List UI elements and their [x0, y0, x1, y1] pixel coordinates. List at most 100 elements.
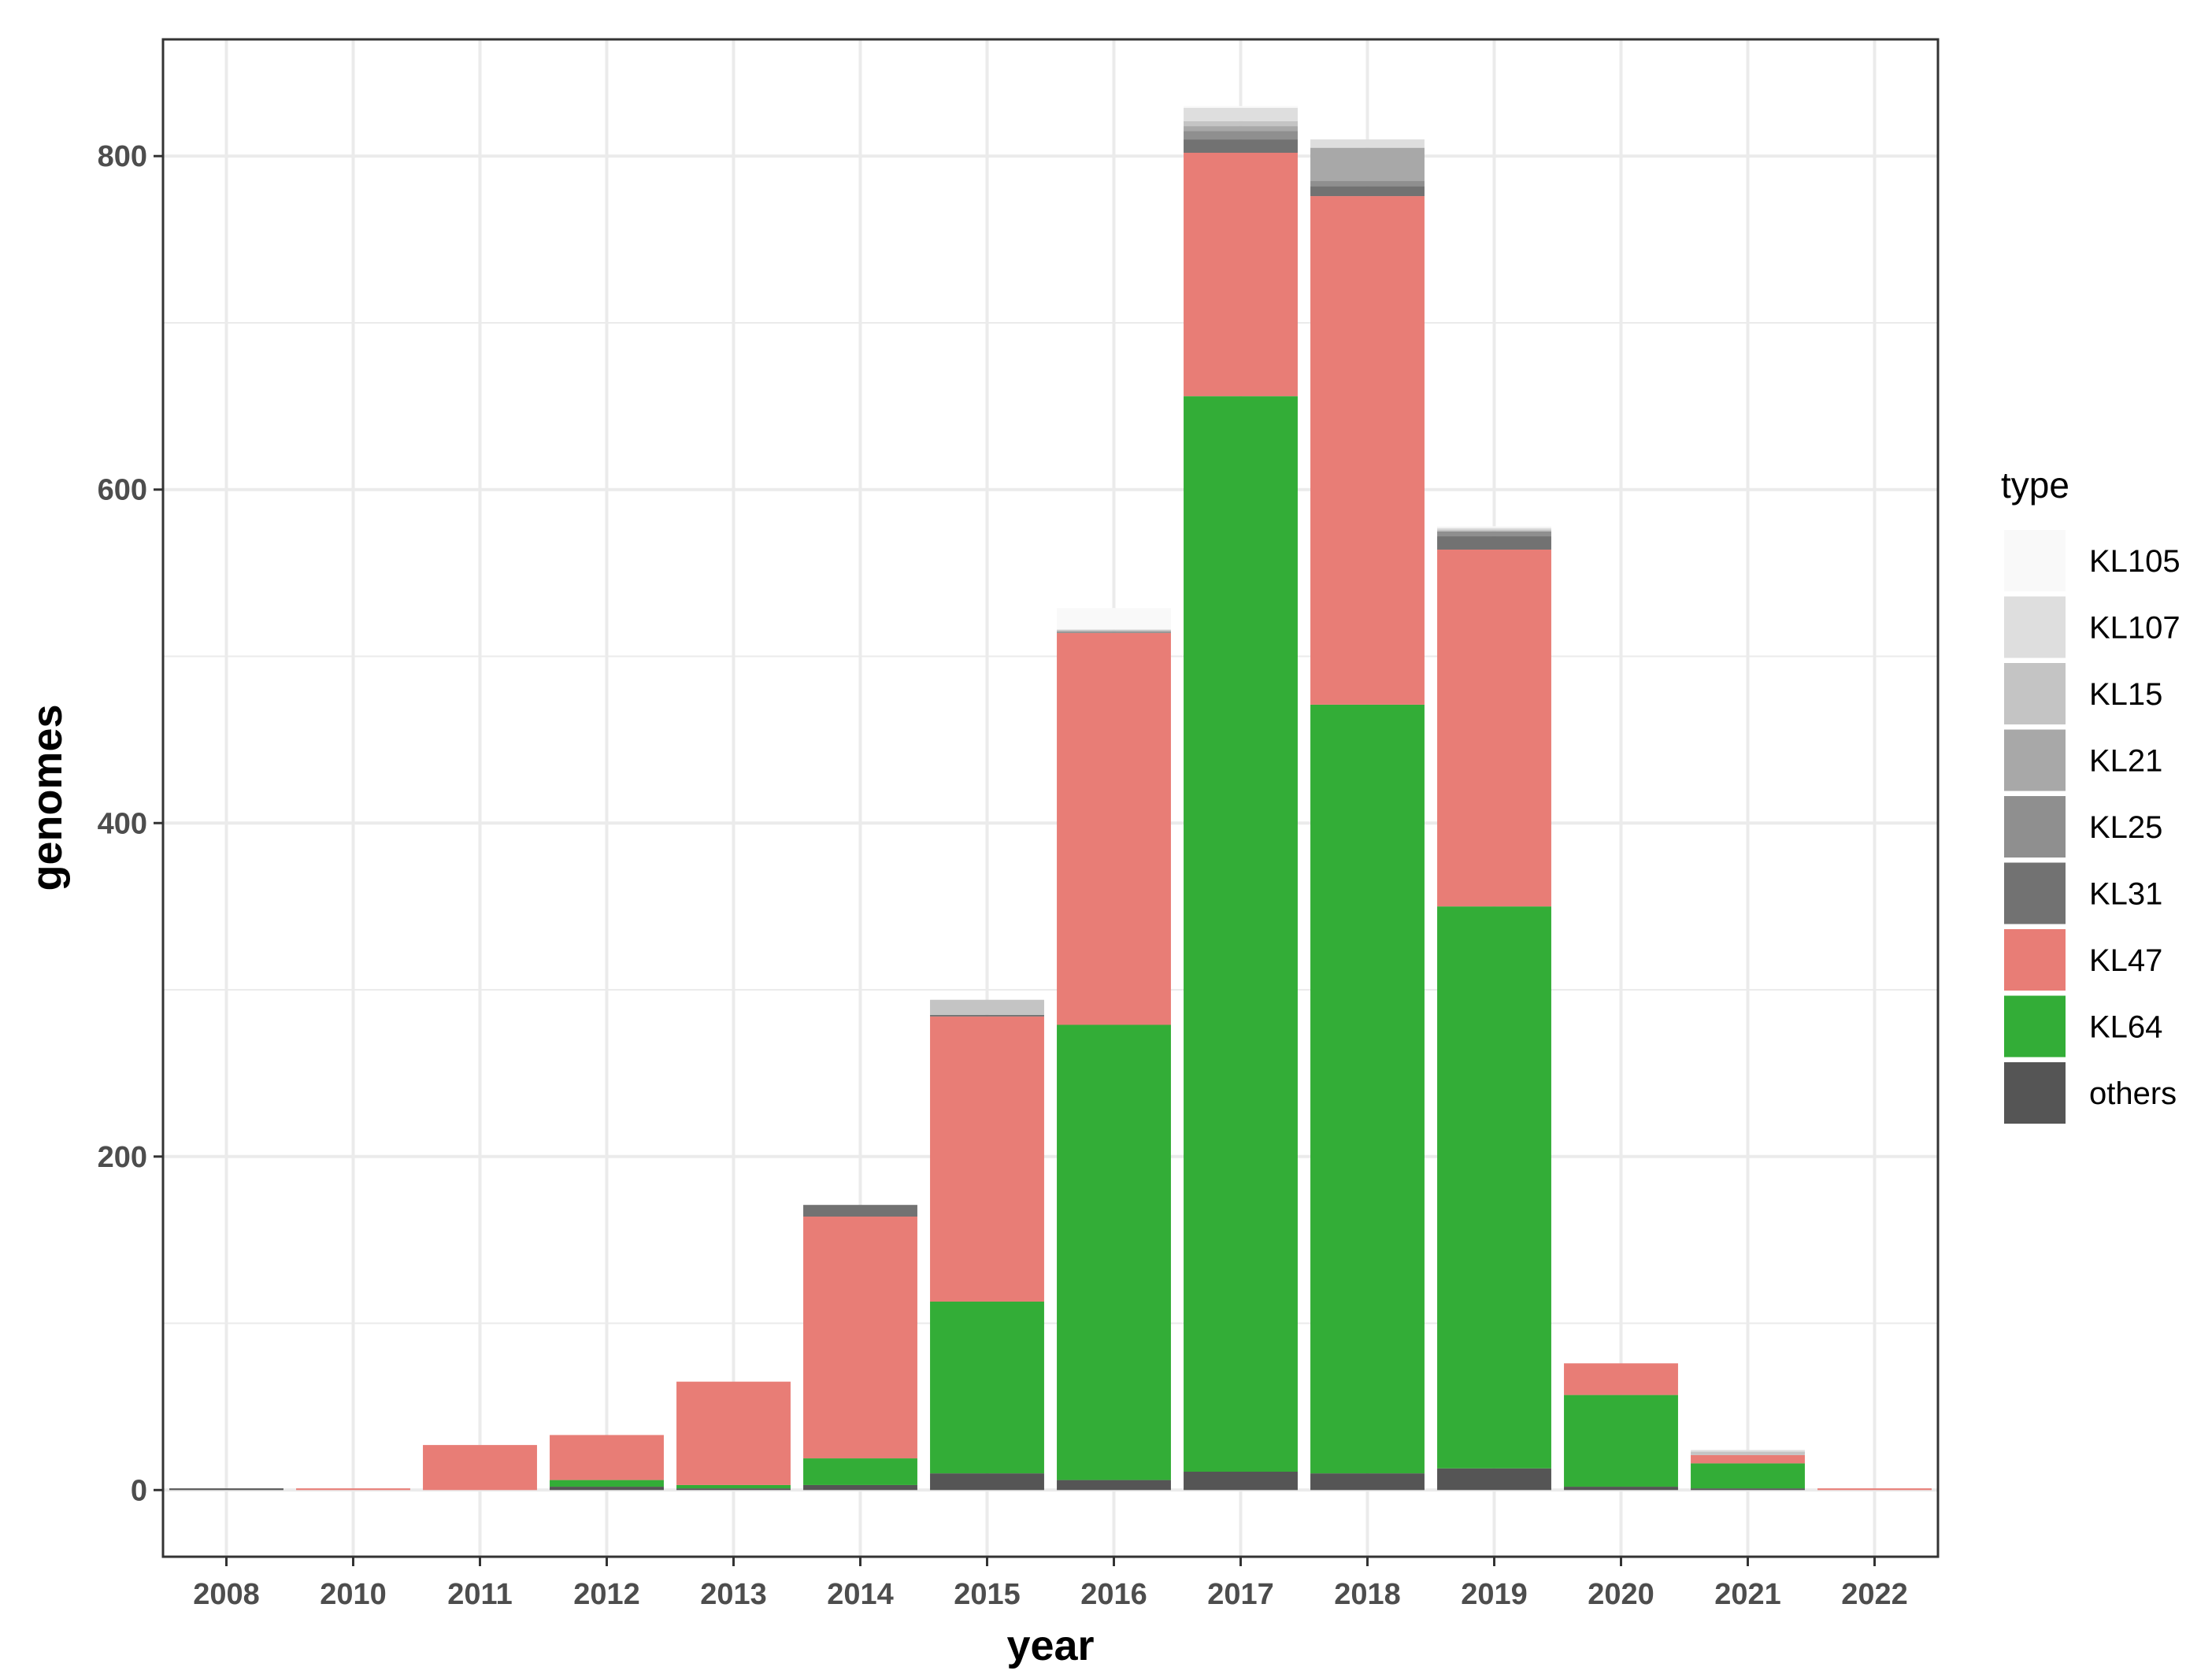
bar-kl15-2017	[1184, 120, 1298, 127]
bar-kl107-2019	[1437, 528, 1551, 530]
y-tick-label: 400	[98, 807, 147, 840]
bar-kl31-2019	[1437, 536, 1551, 550]
legend-key-kl64	[2004, 995, 2066, 1058]
bar-kl47-2015	[930, 1016, 1044, 1302]
bar-kl15-2016	[1057, 629, 1171, 632]
legend-key-others	[2004, 1062, 2066, 1124]
x-tick-label: 2020	[1588, 1578, 1654, 1611]
x-tick-label: 2016	[1080, 1578, 1147, 1611]
bar-kl107-2018	[1310, 139, 1425, 148]
legend-label-kl107: KL107	[2089, 611, 2181, 646]
x-tick-label: 2017	[1207, 1578, 1274, 1611]
legend: type KL105 KL107 KL15 KL21 KL25 KL31 KL47 KL64 o…	[2001, 465, 2181, 1124]
bar-others-2018	[1310, 1473, 1425, 1491]
x-tick-label: 2010	[320, 1578, 387, 1611]
bar-others-2017	[1184, 1472, 1298, 1491]
legend-label-kl105: KL105	[2089, 544, 2181, 579]
bar-kl47-2018	[1310, 196, 1425, 705]
y-tick-label: 600	[98, 474, 147, 507]
x-tick-label: 2018	[1334, 1578, 1401, 1611]
bar-kl47-2021	[1691, 1454, 1805, 1464]
plot-border	[161, 38, 1940, 1558]
bar-kl64-2015	[930, 1302, 1044, 1474]
y-tick-label: 800	[98, 140, 147, 173]
bar-kl21-2018	[1310, 147, 1425, 181]
legend-label-kl21: KL21	[2089, 744, 2162, 779]
x-tick-label: 2015	[954, 1578, 1021, 1611]
bar-others-2012	[550, 1487, 664, 1491]
bar-kl107-2017	[1184, 107, 1298, 121]
legend-key-kl15	[2004, 663, 2066, 724]
legend-title: type	[2001, 465, 2069, 506]
bar-others-2019	[1437, 1468, 1551, 1491]
x-tick-label: 2008	[193, 1578, 260, 1611]
bar-kl64-2017	[1184, 396, 1298, 1472]
bar-others-2020	[1564, 1487, 1678, 1491]
bar-kl64-2014	[803, 1458, 917, 1485]
bars	[169, 106, 1932, 1491]
bar-kl107-2021	[1691, 1450, 1805, 1452]
y-axis: 0 200 400 600 800	[98, 140, 163, 1507]
x-axis: 2008 2010 2011 2012 2013 2014 2015 2016 2017 2018…	[193, 1557, 1908, 1611]
bar-kl31-2018	[1310, 186, 1425, 197]
x-tick-label: 2022	[1841, 1578, 1908, 1611]
bar-kl31-2015	[930, 1014, 1044, 1017]
x-tick-label: 2014	[827, 1578, 894, 1611]
x-axis-title: year	[1006, 1622, 1094, 1669]
bar-others-2015	[930, 1473, 1044, 1491]
legend-label-others: others	[2089, 1076, 2177, 1111]
legend-key-kl47	[2004, 929, 2066, 991]
bar-kl64-2021	[1691, 1463, 1805, 1489]
x-tick-label: 2019	[1461, 1578, 1528, 1611]
bar-kl64-2020	[1564, 1395, 1678, 1487]
x-tick-label: 2021	[1714, 1578, 1781, 1611]
legend-label-kl64: KL64	[2089, 1010, 2162, 1045]
legend-key-kl105	[2004, 530, 2066, 591]
bar-kl64-2016	[1057, 1024, 1171, 1480]
bar-kl15-2019	[1437, 529, 1551, 532]
bar-kl25-2019	[1437, 531, 1551, 537]
bar-kl64-2019	[1437, 906, 1551, 1469]
bar-kl21-2017	[1184, 126, 1298, 131]
legend-key-kl31	[2004, 862, 2066, 924]
y-tick-label: 0	[131, 1474, 147, 1507]
bar-kl105-2017	[1184, 106, 1298, 108]
legend-key-kl107	[2004, 596, 2066, 658]
bar-kl25-2016	[1057, 631, 1171, 633]
bar-others-2008	[169, 1488, 283, 1491]
bar-kl15-2021	[1691, 1451, 1805, 1455]
bar-kl47-2013	[676, 1381, 791, 1485]
bar-kl47-2014	[803, 1217, 917, 1459]
legend-label-kl47: KL47	[2089, 943, 2162, 978]
bar-kl64-2012	[550, 1480, 664, 1487]
y-tick-label: 200	[98, 1141, 147, 1174]
bar-kl31-2017	[1184, 139, 1298, 153]
bar-others-2021	[1691, 1488, 1805, 1491]
plot-panel	[163, 39, 1938, 1557]
bar-kl47-2019	[1437, 549, 1551, 907]
y-axis-title: genomes	[24, 704, 71, 891]
x-tick-label: 2013	[700, 1578, 767, 1611]
bar-kl47-2022	[1817, 1488, 1932, 1491]
bar-kl64-2013	[676, 1484, 791, 1489]
legend-label-kl31: KL31	[2089, 877, 2162, 912]
bar-kl47-2016	[1057, 632, 1171, 1025]
bar-kl47-2010	[296, 1488, 410, 1491]
bar-others-2013	[676, 1488, 791, 1491]
legend-label-kl15: KL15	[2089, 677, 2162, 712]
legend-key-kl21	[2004, 729, 2066, 791]
bar-kl64-2018	[1310, 704, 1425, 1474]
bar-kl31-2014	[803, 1205, 917, 1217]
bar-others-2014	[803, 1484, 917, 1491]
bar-kl47-2017	[1184, 152, 1298, 397]
bar-kl47-2012	[550, 1435, 664, 1480]
bar-kl47-2011	[423, 1445, 537, 1491]
bar-kl15-2015	[930, 999, 1044, 1015]
bar-kl105-2016	[1057, 608, 1171, 630]
legend-label-kl25: KL25	[2089, 810, 2162, 845]
bar-kl25-2017	[1184, 131, 1298, 140]
bar-kl105-2019	[1437, 526, 1551, 528]
bar-kl47-2020	[1564, 1363, 1678, 1395]
